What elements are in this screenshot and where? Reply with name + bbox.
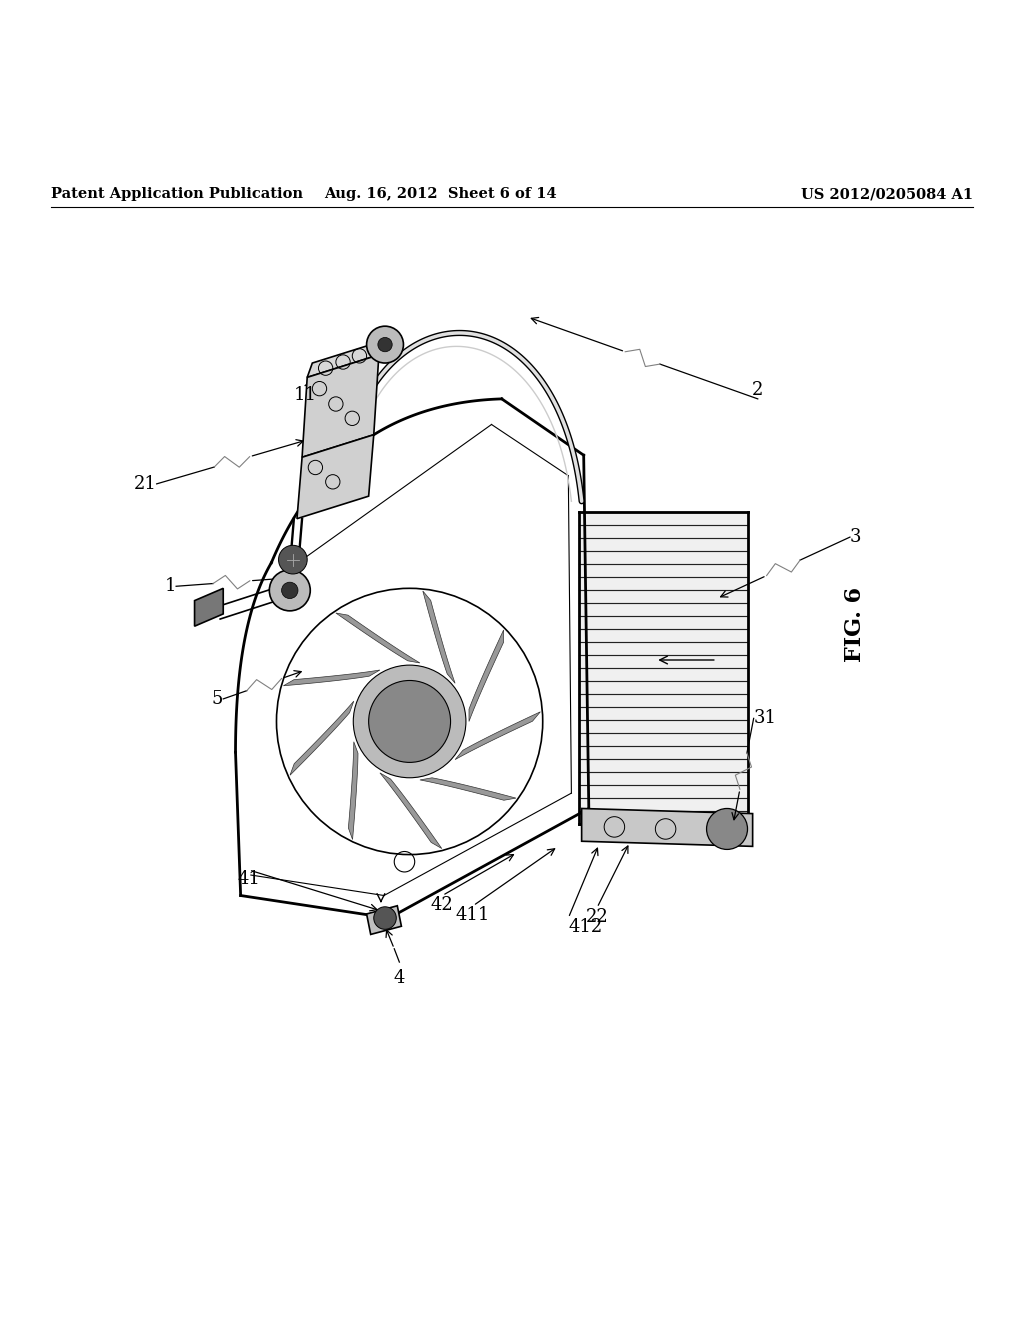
Text: 2: 2	[752, 381, 764, 399]
Polygon shape	[297, 434, 374, 519]
Circle shape	[707, 808, 748, 850]
Polygon shape	[469, 630, 504, 722]
Circle shape	[378, 338, 392, 351]
Text: 3: 3	[850, 528, 861, 546]
Text: 42: 42	[431, 895, 454, 913]
Text: 412: 412	[568, 917, 602, 936]
Text: FIG. 6: FIG. 6	[844, 586, 866, 661]
Text: 22: 22	[586, 908, 608, 925]
Circle shape	[282, 582, 298, 598]
Polygon shape	[336, 612, 420, 663]
Polygon shape	[302, 355, 379, 457]
Circle shape	[374, 907, 396, 929]
Text: 31: 31	[754, 709, 776, 727]
Polygon shape	[348, 742, 358, 840]
Text: 11: 11	[294, 385, 316, 404]
Circle shape	[367, 326, 403, 363]
Text: Aug. 16, 2012  Sheet 6 of 14: Aug. 16, 2012 Sheet 6 of 14	[324, 187, 557, 201]
Polygon shape	[420, 777, 516, 800]
Polygon shape	[579, 512, 748, 824]
Polygon shape	[367, 906, 401, 935]
Polygon shape	[195, 589, 223, 626]
Text: 5: 5	[212, 690, 223, 708]
Text: 4: 4	[393, 969, 406, 987]
Circle shape	[369, 681, 451, 763]
Polygon shape	[290, 701, 353, 775]
Circle shape	[269, 570, 310, 611]
Circle shape	[353, 665, 466, 777]
Polygon shape	[582, 808, 753, 846]
Text: 21: 21	[134, 475, 157, 492]
Polygon shape	[455, 711, 541, 759]
Text: Patent Application Publication: Patent Application Publication	[51, 187, 303, 201]
Polygon shape	[380, 774, 441, 849]
Polygon shape	[284, 671, 380, 686]
Circle shape	[279, 545, 307, 574]
Text: 411: 411	[456, 906, 490, 924]
Text: US 2012/0205084 A1: US 2012/0205084 A1	[801, 187, 973, 201]
Text: 41: 41	[238, 870, 260, 888]
Text: 1: 1	[165, 577, 176, 595]
Polygon shape	[423, 591, 455, 684]
Polygon shape	[307, 341, 384, 378]
